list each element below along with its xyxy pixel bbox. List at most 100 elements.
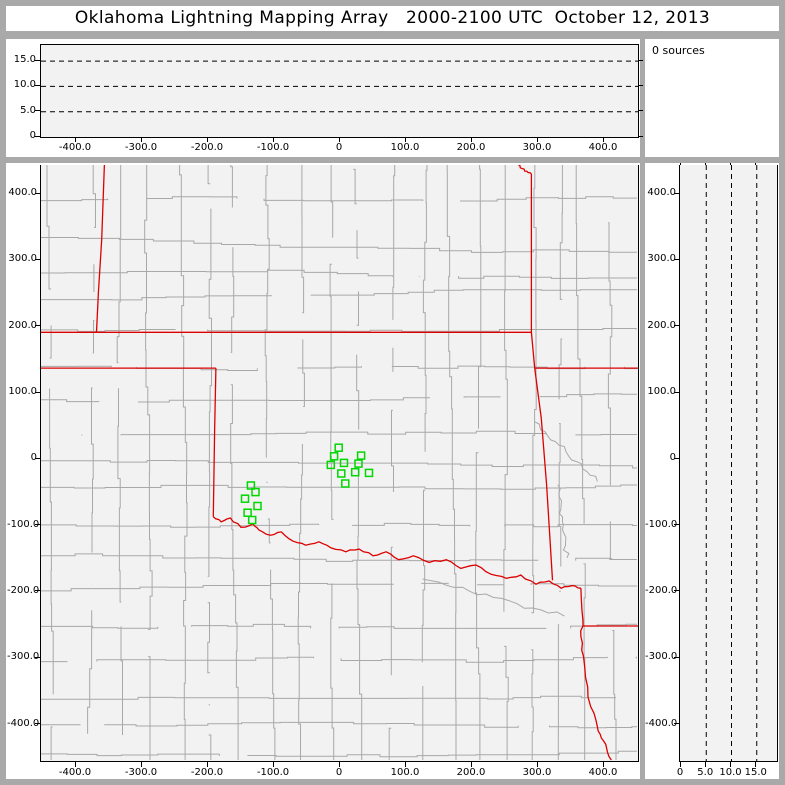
ns-tick-label: 200.0 [8, 319, 37, 331]
ns-tick-label: 0 [669, 452, 676, 464]
ew-tick-label: -100.0 [256, 767, 290, 778]
lma-station-marker [364, 468, 374, 478]
axis-tick-mark [755, 762, 757, 767]
ew-tick-label: 200.0 [456, 142, 486, 153]
axis-tick-mark [679, 762, 681, 767]
colorado-kansas-border [95, 165, 106, 333]
ew-tick-label: 100.0 [390, 142, 420, 153]
state-borders [41, 165, 638, 761]
ns-tick-label: -400.0 [645, 717, 678, 729]
ns-tick-label: 200.0 [647, 319, 676, 331]
axis-tick-mark [674, 590, 679, 592]
altitude-tick-label: 10.0 [13, 79, 36, 91]
sources-count-panel: 0 sources [645, 39, 779, 157]
axis-tick-mark [206, 762, 208, 767]
axis-tick-mark [35, 524, 40, 526]
axis-tick-mark [679, 163, 681, 165]
altitude-ns-plot-area[interactable] [679, 165, 778, 762]
axis-tick-mark [730, 163, 731, 165]
ew-tick-label: -200.0 [190, 767, 224, 778]
lma-station-marker [240, 494, 250, 503]
lma-stations [240, 443, 374, 525]
lma-station-marker [326, 460, 336, 470]
axis-tick-mark [35, 590, 40, 592]
ew-tick-label: -400.0 [58, 767, 92, 778]
axis-tick-mark [35, 192, 40, 194]
altitude-tick-label: 0 [29, 130, 36, 141]
axis-tick-mark [140, 762, 142, 767]
window-title: Oklahoma Lightning Mapping Array 2000-21… [6, 6, 779, 31]
altitude-ew-plot-area[interactable] [40, 44, 639, 138]
axis-tick-mark [404, 762, 406, 767]
river-southeast [422, 578, 565, 617]
ns-tick-label: -100.0 [7, 518, 40, 530]
ew-tick-label: 0 [335, 767, 343, 778]
texas-arkansas-south-border [580, 588, 612, 761]
axis-tick-mark [638, 135, 643, 137]
axis-tick-mark [674, 325, 679, 327]
axis-tick-mark [674, 391, 679, 393]
ns-tick-label: -300.0 [7, 651, 40, 663]
axis-tick-mark [536, 762, 538, 767]
axis-tick-mark [674, 258, 679, 260]
ns-tick-label: -200.0 [645, 584, 678, 596]
ew-tick-label: 100.0 [390, 767, 420, 778]
axis-tick-mark [674, 656, 679, 658]
axis-tick-mark [35, 325, 40, 327]
plan-view-map-panel: 400.0 300.0 200.0 100.0 0 -100.0 -200.0 -300.0 -… [6, 163, 640, 779]
axis-tick-mark [674, 192, 679, 194]
axis-tick-mark [74, 137, 76, 142]
axis-tick-mark [140, 137, 142, 142]
ns-tick-label: 0 [30, 452, 37, 464]
axis-tick-mark [35, 59, 40, 61]
lma-station-marker [356, 451, 366, 460]
altitude-tick-label: 15.0 [744, 767, 767, 778]
altitude-ew-plot-canvas [41, 60, 638, 113]
axis-tick-mark [35, 84, 40, 86]
red-river-border [212, 516, 581, 589]
lma-station-marker [339, 458, 349, 468]
ew-tick-label: -300.0 [124, 767, 158, 778]
lma-station-marker [247, 515, 257, 525]
river-arkansas-line [557, 484, 570, 558]
ns-tick-label: 400.0 [647, 187, 676, 199]
axis-tick-mark [638, 59, 643, 61]
ew-tick-label: 300.0 [522, 142, 552, 153]
lma-station-marker [329, 452, 339, 461]
axis-tick-mark [674, 524, 679, 526]
axis-tick-mark [35, 110, 40, 112]
sources-count-label: 0 sources [652, 44, 705, 57]
ew-tick-label: 0 [335, 142, 343, 153]
altitude-tick-label: 15.0 [13, 54, 36, 66]
axis-tick-mark [35, 723, 40, 724]
missouri-border-vertical [530, 173, 536, 369]
axis-tick-mark [35, 135, 40, 137]
ew-tick-label: -300.0 [124, 142, 158, 153]
axis-tick-mark [272, 137, 274, 142]
altitude-ew-projection-panel: 0 5.0 10.0 15.0 -400.0 -300.0 -200.0 -100.0 0 100… [6, 39, 643, 157]
ew-tick-label: 200.0 [456, 767, 486, 778]
lma-station-marker [246, 481, 256, 490]
lma-station-marker [350, 467, 360, 477]
axis-tick-mark [730, 762, 731, 767]
kansas-missouri-river-border [517, 165, 532, 175]
lma-station-marker [354, 459, 363, 468]
axis-tick-mark [755, 163, 757, 165]
river-east [534, 421, 598, 482]
axis-tick-mark [470, 762, 472, 767]
lma-station-marker [243, 508, 252, 517]
axis-tick-mark [638, 110, 643, 112]
axis-tick-mark [206, 137, 208, 142]
altitude-tick-label: 5.0 [697, 767, 714, 778]
axis-tick-mark [638, 84, 643, 86]
ns-tick-label: 300.0 [8, 253, 37, 265]
plan-view-map-area[interactable] [40, 165, 639, 762]
ns-tick-label: -200.0 [7, 584, 40, 596]
lma-station-marker [251, 487, 260, 497]
ew-tick-label: -400.0 [58, 142, 92, 153]
axis-tick-mark [338, 762, 340, 767]
axis-tick-mark [704, 762, 706, 767]
axis-tick-mark [35, 457, 40, 459]
county-lines [41, 165, 637, 760]
